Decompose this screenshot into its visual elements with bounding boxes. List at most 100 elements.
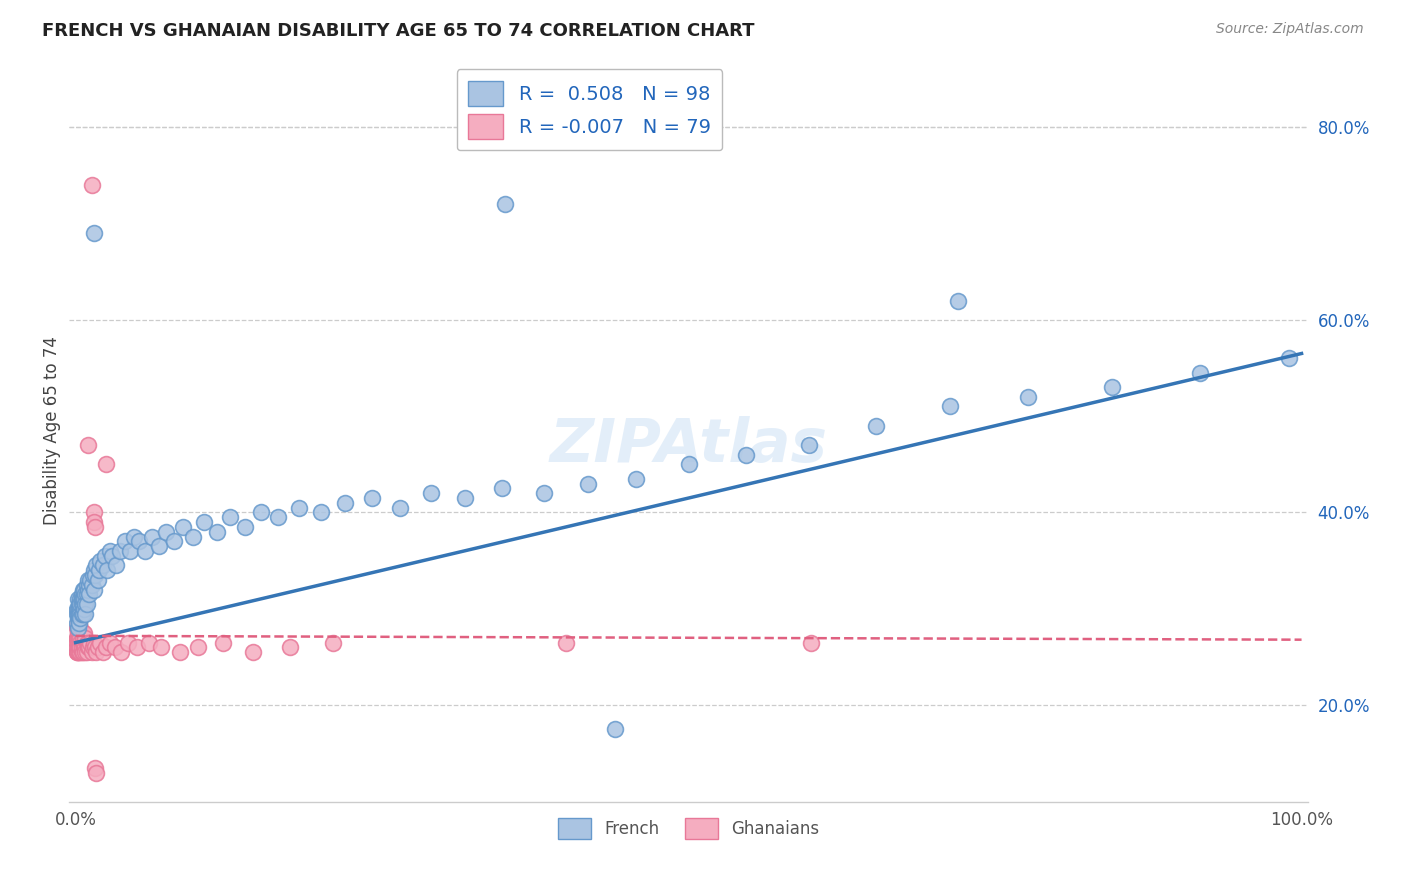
Point [141,530,163,544]
Point [114,534,136,549]
Point [67,592,90,607]
Point [361,491,384,505]
Point [67,626,90,640]
Point [84,640,107,655]
Point [66,640,89,655]
Point [66,631,89,645]
Point [98,635,121,649]
Point [797,438,820,452]
Point [148,539,170,553]
Point [83,563,105,577]
Point [66,645,89,659]
Point [576,476,599,491]
Point [938,400,960,414]
Point [76,597,98,611]
Point [84,761,107,775]
Point [67,607,90,621]
Point [70,635,93,649]
Point [73,626,96,640]
Point [67,635,90,649]
Point [73,582,96,597]
Point [79,573,101,587]
Point [69,611,91,625]
Point [309,506,332,520]
Point [267,510,290,524]
Point [76,582,98,597]
Point [76,578,98,592]
Point [96,563,118,577]
Point [80,178,103,192]
Point [73,592,96,607]
Point [624,472,647,486]
Point [110,645,132,659]
Point [678,458,700,472]
Point [82,568,104,582]
Point [124,530,146,544]
Point [735,448,758,462]
Text: FRENCH VS GHANAIAN DISABILITY AGE 65 TO 74 CORRELATION CHART: FRENCH VS GHANAIAN DISABILITY AGE 65 TO … [42,22,755,40]
Point [105,558,128,573]
Point [172,520,194,534]
Point [66,607,89,621]
Point [67,607,90,621]
Point [76,645,98,659]
Point [70,645,93,659]
Point [205,524,228,539]
Point [80,645,103,659]
Point [89,635,111,649]
Point [83,515,105,529]
Point [1188,366,1211,380]
Point [181,530,204,544]
Point [242,645,264,659]
Point [79,635,101,649]
Point [69,607,91,621]
Point [322,635,344,649]
Point [211,635,233,649]
Point [72,635,94,649]
Point [72,582,94,597]
Point [278,640,301,655]
Point [86,765,108,780]
Point [118,544,141,558]
Point [1101,380,1123,394]
Point [91,645,114,659]
Point [187,640,209,655]
Point [800,635,823,649]
Point [96,458,118,472]
Point [75,640,97,655]
Point [69,631,91,645]
Point [76,640,98,655]
Point [69,635,91,649]
Point [67,611,90,625]
Point [454,491,477,505]
Point [69,640,91,655]
Point [75,587,97,601]
Point [94,549,117,563]
Point [67,616,90,631]
Point [104,640,127,655]
Point [83,226,105,240]
Point [86,558,108,573]
Point [67,645,90,659]
Point [67,631,90,645]
Point [101,549,124,563]
Point [169,645,191,659]
Point [83,635,105,649]
Point [66,621,89,635]
Point [67,621,90,635]
Point [67,607,90,621]
Point [491,482,513,496]
Point [67,635,90,649]
Point [72,631,94,645]
Point [83,582,105,597]
Point [134,544,156,558]
Point [335,496,357,510]
Point [75,645,97,659]
Point [67,640,90,655]
Point [70,640,93,655]
Point [84,568,107,582]
Point [69,592,91,607]
Point [1278,351,1301,366]
Point [86,573,108,587]
Point [98,544,121,558]
